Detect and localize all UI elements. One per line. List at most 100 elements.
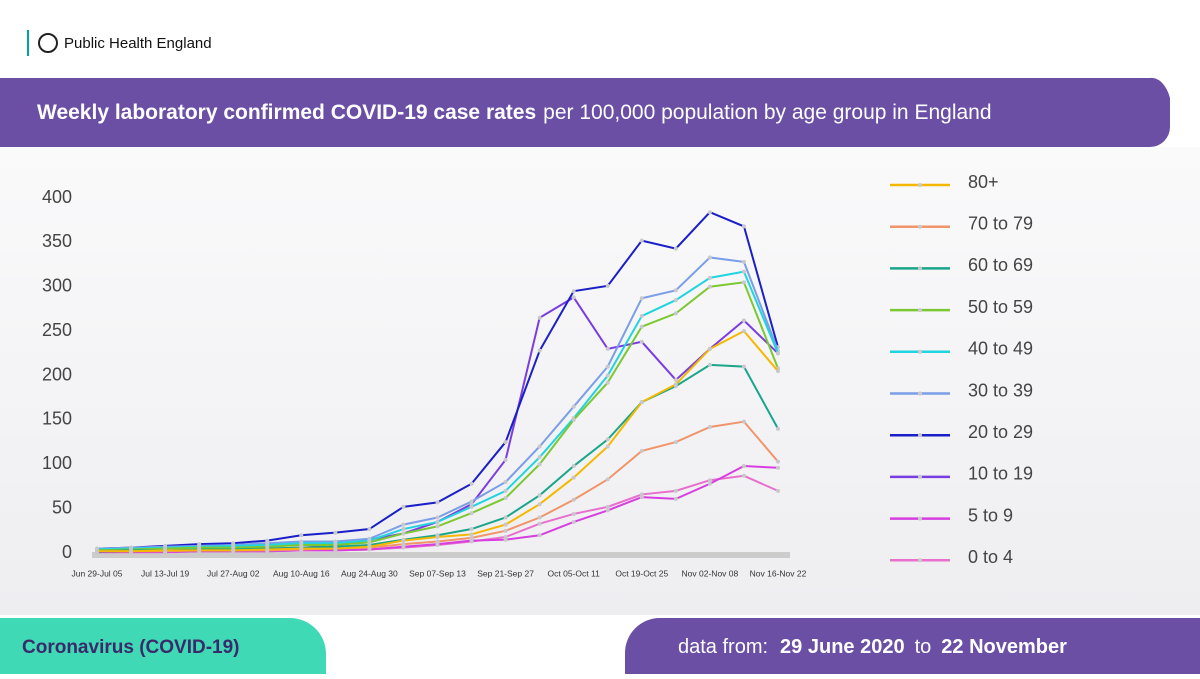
vertex-dot [401, 504, 406, 509]
vertex-dot [435, 524, 440, 529]
vertex-dot [435, 535, 440, 540]
vertex-dot [571, 511, 576, 516]
legend-dot [918, 474, 922, 479]
legend-dot [918, 308, 922, 313]
vertex-dot [673, 382, 678, 387]
vertex-dot [776, 488, 780, 493]
x-tick-label: Nov 16-Nov 22 [750, 568, 807, 578]
vertex-dot [741, 318, 746, 323]
vertex-dot [707, 210, 712, 215]
vertex-dot [537, 493, 542, 498]
org-name: Public Health England [64, 35, 212, 52]
x-tick-label: Nov 02-Nov 08 [682, 568, 739, 578]
legend-label: 5 to 9 [968, 505, 1013, 525]
title-rest: per 100,000 population by age group in E… [543, 101, 991, 124]
vertex-dot [129, 549, 134, 554]
vertex-dot [469, 511, 474, 516]
vertex-dot [776, 465, 780, 470]
vertex-dot [776, 369, 780, 374]
vertex-dot [639, 448, 644, 453]
to: to [915, 636, 932, 658]
banner [0, 77, 1170, 147]
vertex-dot [707, 362, 712, 367]
vertex-dot [435, 539, 440, 544]
vertex-dot [367, 544, 372, 549]
vertex-dot [469, 532, 474, 537]
footer-left [0, 618, 326, 674]
vertex-dot [605, 504, 610, 509]
vertex-dot [741, 269, 746, 274]
y-tick-label: 300 [42, 276, 72, 296]
vertex-dot [741, 419, 746, 424]
y-tick-label: 200 [42, 364, 72, 384]
vertex-dot [333, 530, 338, 535]
x-tick-label: Aug 10-Aug 16 [273, 568, 330, 578]
vertex-dot [639, 339, 644, 344]
vertex-dot [571, 404, 576, 409]
y-tick-label: 150 [42, 409, 72, 429]
legend-label: 50 to 59 [968, 297, 1033, 317]
vertex-dot [673, 440, 678, 445]
vertex-dot [673, 488, 678, 493]
vertex-dot [605, 437, 610, 442]
vertex-dot [673, 496, 678, 501]
vertex-dot [741, 364, 746, 369]
vertex-dot [537, 315, 542, 320]
vertex-dot [265, 547, 270, 552]
vertex-dot [503, 537, 508, 542]
y-tick-label: 100 [42, 453, 72, 473]
legend-label: 0 to 4 [968, 547, 1013, 567]
legend-dot [918, 433, 922, 438]
legend-dot [918, 266, 922, 271]
vertex-dot [537, 462, 542, 467]
vertex-dot [605, 364, 610, 369]
vertex-dot [707, 284, 712, 289]
footer-topic: Coronavirus (COVID-19) [22, 637, 239, 658]
crest [38, 33, 58, 53]
vertex-dot [571, 289, 576, 294]
legend-label: 30 to 39 [968, 380, 1033, 400]
x-tick-label: Sep 07-Sep 13 [409, 568, 466, 578]
vertex-dot [469, 504, 474, 509]
end-date: 22 November [941, 636, 1067, 658]
vertex-dot [673, 246, 678, 251]
vertex-dot [469, 535, 474, 540]
footer-date-range: data from: 29 June 2020 to 22 November [678, 636, 1067, 658]
vertex-dot [231, 548, 236, 553]
vertex-dot [537, 444, 542, 449]
x-tick-label: Sep 21-Sep 27 [477, 568, 534, 578]
title-bold: Weekly laboratory confirmed COVID-19 cas… [37, 101, 536, 124]
vertex-dot [435, 519, 440, 524]
vertex-dot [707, 346, 712, 351]
vertex-dot [605, 346, 610, 351]
legend-dot [918, 224, 922, 229]
vertex-dot [503, 495, 508, 500]
banner-title: Weekly laboratory confirmed COVID-19 cas… [37, 101, 992, 124]
vertex-dot [571, 417, 576, 422]
vertex-dot [95, 549, 99, 554]
vertex-dot [435, 500, 440, 505]
x-tick-label: Jul 13-Jul 19 [141, 568, 189, 578]
vertex-dot [741, 280, 746, 285]
vertex-dot [776, 426, 780, 431]
logo-bar [27, 30, 29, 56]
legend-dot [918, 183, 922, 187]
vertex-dot [197, 548, 202, 553]
x-tick-label: Jun 29-Jul 05 [71, 568, 122, 578]
legend-label: 20 to 29 [968, 422, 1033, 442]
vertex-dot [469, 527, 474, 532]
vertex-dot [537, 533, 542, 538]
x-tick-label: Aug 24-Aug 30 [341, 568, 398, 578]
vertex-dot [741, 464, 746, 469]
vertex-dot [401, 538, 406, 543]
vertex-dot [707, 478, 712, 483]
vertex-dot [571, 464, 576, 469]
vertex-dot [741, 473, 746, 478]
vertex-dot [571, 519, 576, 524]
y-tick-label: 350 [42, 231, 72, 251]
vertex-dot [503, 528, 508, 533]
vertex-dot [605, 283, 610, 288]
legend-label: 60 to 69 [968, 255, 1033, 275]
vertex-dot [503, 480, 508, 484]
vertex-dot [571, 475, 576, 480]
